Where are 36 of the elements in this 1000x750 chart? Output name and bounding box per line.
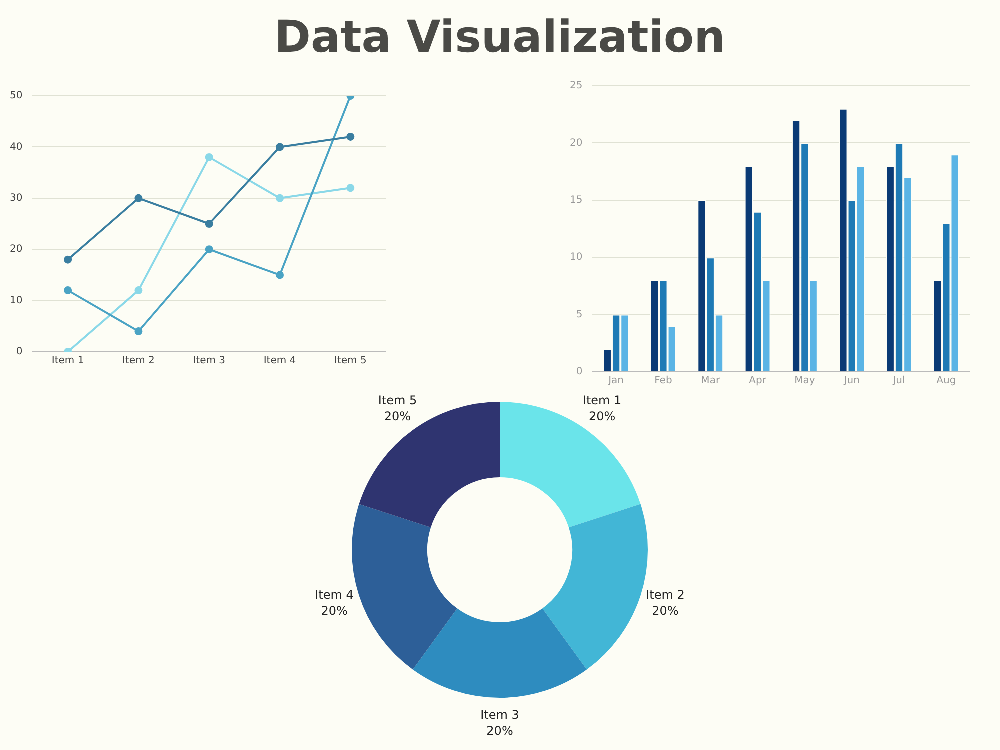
y-tick-label: 40 — [10, 142, 23, 153]
x-tick-label: May — [794, 376, 816, 387]
y-tick-label: 50 — [10, 90, 23, 102]
x-tick-label: Apr — [749, 376, 768, 387]
slice-label: Item 2 — [646, 588, 685, 602]
slice-label: Item 4 — [315, 588, 354, 602]
y-tick-label: 10 — [570, 252, 583, 264]
slice-label: Item 1 — [582, 393, 622, 408]
x-tick-label: Item 1 — [52, 356, 84, 367]
x-tick-label: Item 2 — [122, 356, 155, 367]
slice-label: Item 3 — [480, 708, 520, 722]
slice-label: Item 5 — [378, 393, 418, 408]
y-tick-label: 5 — [576, 309, 583, 320]
data-label: 20% — [588, 409, 616, 424]
x-tick-label: Item 3 — [193, 356, 226, 367]
x-tick-label: Mar — [701, 376, 721, 387]
y-tick-label: 25 — [570, 80, 583, 92]
y-tick-label: 20 — [570, 138, 583, 149]
y-tick-label: 15 — [570, 194, 583, 206]
y-tick-label: 0 — [16, 346, 23, 358]
x-tick-label: Item 4 — [264, 356, 296, 367]
text: Data Visualization — [274, 12, 726, 63]
x-tick-label: Jan — [608, 376, 624, 387]
x-tick-label: Jun — [843, 376, 860, 387]
x-tick-label: Item 5 — [334, 356, 367, 367]
x-tick-label: Jul — [892, 376, 906, 387]
data-label: 20% — [384, 409, 412, 424]
y-tick-label: 10 — [10, 295, 23, 306]
y-tick-label: 30 — [10, 192, 23, 204]
y-tick-label: 20 — [10, 244, 23, 256]
data-label: 20% — [652, 604, 679, 618]
data-label: 20% — [321, 604, 348, 618]
data-label: 20% — [486, 724, 514, 738]
y-tick-label: 0 — [576, 366, 583, 378]
x-tick-label: Aug — [936, 376, 956, 387]
x-tick-label: Feb — [654, 376, 672, 387]
